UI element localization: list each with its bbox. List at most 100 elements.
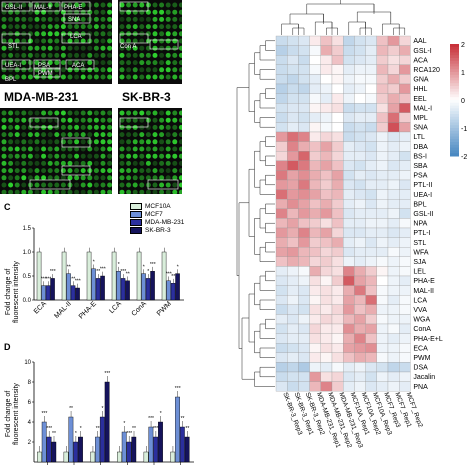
heatmap-cell (387, 35, 400, 46)
array-highlight-box (61, 1, 91, 12)
heatmap-cell (343, 122, 355, 133)
array-spot (27, 189, 33, 194)
array-spot (100, 67, 106, 73)
heatmap-cell (309, 35, 321, 46)
array-spot (93, 60, 99, 66)
heatmap-cell (275, 275, 288, 286)
array-spot (14, 182, 20, 188)
array-spot (132, 153, 138, 159)
heatmap-cell (331, 218, 344, 229)
heatmap-cell (309, 131, 321, 142)
array-spot (139, 52, 145, 58)
heatmap-row-label: MAL-I (413, 105, 432, 112)
heatmap-cell (399, 266, 411, 277)
array-spot (152, 189, 158, 194)
heatmap-cell (376, 237, 389, 248)
array-spot (178, 168, 182, 174)
array-spot (165, 31, 171, 37)
heatmap-cell (354, 189, 366, 200)
array-spot (14, 67, 20, 73)
array-spot (14, 168, 20, 174)
significance-label: *** (45, 276, 51, 282)
array-spot (8, 110, 14, 116)
array-spot (67, 153, 73, 159)
array-spot (34, 160, 40, 166)
array-spot (132, 117, 138, 123)
heatmap-row-label: EEL (413, 96, 426, 103)
bar (170, 282, 176, 301)
array-spot (119, 175, 125, 181)
array-spot (165, 124, 171, 130)
array-spot (1, 168, 7, 174)
bar (37, 451, 42, 463)
bar (90, 451, 96, 463)
heatmap-row-label: ECA (413, 345, 428, 352)
array-spot (159, 160, 165, 166)
array-spot (152, 146, 158, 152)
array-spot (159, 31, 165, 37)
heatmap-cell (298, 199, 310, 209)
heatmap-cell (387, 362, 400, 373)
array-spot (107, 45, 112, 51)
significance-label: ** (96, 426, 100, 432)
heatmap-row-label: RCA120 (413, 67, 440, 74)
array-spot (60, 124, 66, 130)
heatmap-cell (287, 266, 299, 277)
array-spot (107, 175, 112, 181)
array-spot (34, 52, 40, 58)
bar (95, 278, 101, 301)
bar (125, 280, 130, 301)
array-spot (54, 182, 60, 188)
array-spot (119, 182, 125, 188)
array-spot (34, 24, 40, 30)
heatmap-cell (287, 199, 299, 209)
heatmap-cell (275, 35, 288, 46)
bar (126, 441, 132, 463)
array-spot (107, 16, 112, 22)
array-spot (41, 60, 47, 66)
array-spot (34, 110, 40, 116)
significance-label: *** (148, 416, 154, 422)
heatmap-cell (331, 131, 344, 142)
array-spot (100, 31, 106, 37)
array-spot (178, 124, 182, 130)
array-spots-top-right (119, 1, 182, 80)
heatmap-cell (399, 189, 411, 200)
heatmap-row-label: UEA-I (413, 192, 432, 199)
array-spot (74, 182, 80, 188)
heatmap-cell (343, 64, 355, 75)
array-highlight-box (1, 1, 31, 12)
array-spot (172, 110, 178, 116)
heatmap-cell (365, 112, 377, 123)
array-spot (172, 16, 178, 22)
heatmap-cell (298, 256, 310, 267)
x-category-label: PHA-E (78, 300, 98, 320)
array-spot (8, 132, 14, 138)
array-highlight-box (31, 1, 61, 12)
y-tick-label: 1.5 (23, 226, 32, 232)
heatmap-cell (376, 45, 389, 56)
bar-chart-c: Fold change of fluorescent intensity 0.0… (5, 226, 184, 323)
array-spot (152, 60, 158, 66)
heatmap-cell (331, 45, 344, 56)
array-spot (178, 74, 182, 80)
heatmap-cell (331, 64, 344, 75)
array-spot (80, 24, 86, 30)
heatmap-cell (343, 323, 355, 334)
heatmap-cell (354, 45, 366, 56)
array-spot (41, 110, 47, 116)
array-spot (126, 52, 132, 58)
array-spot (21, 146, 27, 152)
heatmap-row-label: NPA (413, 221, 427, 228)
bar (184, 436, 190, 463)
array-spot (178, 132, 182, 138)
array-spot (21, 132, 27, 138)
array-spot (41, 146, 47, 152)
heatmap-cell (399, 218, 411, 229)
array-spot (93, 139, 99, 145)
color-scale-step (450, 49, 459, 53)
heatmap-cell (320, 295, 333, 305)
array-spot (80, 45, 86, 51)
array-spot (14, 110, 20, 116)
array-spot (54, 2, 60, 8)
